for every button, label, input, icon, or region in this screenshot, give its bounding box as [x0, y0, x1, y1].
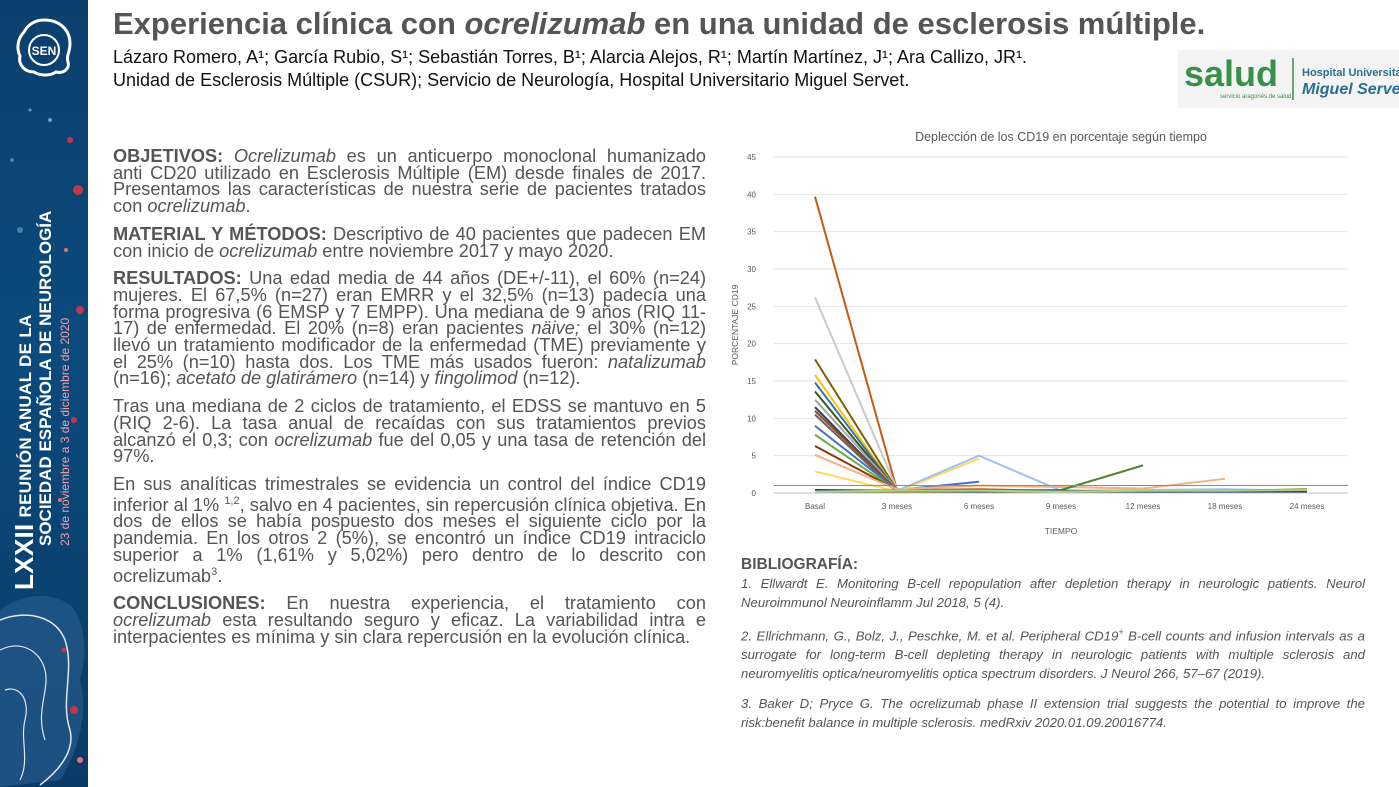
title-part: en una unidad de esclerosis múltiple.: [645, 6, 1206, 41]
text-run: fingolimod: [434, 368, 518, 389]
text-run: es un anticuerpo monoclonal humanizado a…: [113, 146, 706, 217]
text-run: el 30% (n=12) llevó un tratamiento modif…: [113, 318, 706, 372]
y-tick-label: 40: [747, 190, 756, 199]
text-run: natalizumab: [607, 351, 706, 372]
section-objetivos: OBJETIVOS: Ocrelizumab es un anticuerpo …: [113, 146, 706, 217]
salud-hospital-logo: salud servicio aragonés de salud Hospita…: [1178, 50, 1399, 108]
text-run: esta resultando seguro y eficaz. La vari…: [113, 610, 706, 647]
affiliation: Unidad de Esclerosis Múltiple (CSUR); Se…: [113, 70, 910, 90]
citation-sup: 3: [211, 565, 218, 578]
x-tick-label: 18 meses: [1208, 502, 1243, 511]
brain-illustration: [0, 595, 85, 787]
citation-sup: 1,2: [224, 494, 240, 507]
congress-dates: 23 de noviembre a 3 de diciembre de 2020: [58, 317, 72, 546]
cd19-line-chart: Deplección de los CD19 en porcentaje seg…: [730, 130, 1348, 536]
salud-brand: salud: [1184, 53, 1278, 94]
sen-logo-text: SEN: [32, 44, 57, 58]
text-run: ocrelizumab: [274, 429, 373, 450]
text-run: ocrelizumab: [147, 196, 246, 217]
bibliography: BIBLIOGRAFÍA: 1. Ellwardt E. Monitoring …: [741, 555, 1365, 743]
series-line-13: [814, 453, 1226, 491]
section-heading: RESULTADOS:: [113, 268, 242, 289]
text-run: (n=12).: [517, 368, 581, 389]
hospital-line2: Miguel Servet: [1302, 81, 1399, 98]
x-axis-label: TIEMPO: [1045, 526, 1078, 536]
congress-line1: REUNIÓN ANUAL DE LA: [16, 314, 35, 518]
x-tick-label: 6 meses: [964, 502, 994, 511]
authors: Lázaro Romero, A¹; García Rubio, S¹; Seb…: [113, 47, 1027, 67]
chart-title: Deplección de los CD19 en porcentaje seg…: [915, 130, 1207, 144]
text-run: ocrelizumab: [219, 240, 318, 261]
y-tick-label: 45: [747, 153, 756, 162]
series-line-19: [814, 489, 1308, 493]
text-run: .: [217, 565, 223, 586]
y-tick-label: 15: [747, 377, 756, 386]
x-tick-label: Basal: [805, 502, 825, 511]
text-run: näive;: [531, 318, 580, 339]
section-heading: MATERIAL Y MÉTODOS:: [113, 223, 327, 244]
y-tick-label: 25: [747, 302, 756, 311]
x-tick-label: 9 meses: [1046, 502, 1076, 511]
text-run: En nuestra experiencia, el tratamiento c…: [265, 593, 706, 614]
text-run: entre noviembre 2017 y mayo 2020.: [317, 240, 614, 261]
results-cd19: En sus analíticas trimestrales se eviden…: [113, 473, 706, 586]
text-run: Una edad media de 44 años (DE+/-11), el …: [113, 268, 706, 339]
y-axis-label: PORCENTAJE CD19: [730, 284, 740, 365]
section-conclusiones: CONCLUSIONES: En nuestra experiencia, el…: [113, 593, 706, 647]
series-line-11: [814, 433, 898, 492]
sen-logo: SEN: [16, 18, 72, 77]
x-tick-label: 24 meses: [1290, 502, 1325, 511]
section-heading: CONCLUSIONES:: [113, 593, 266, 614]
abstract-body: OBJETIVOS: Ocrelizumab es un anticuerpo …: [113, 146, 706, 656]
congress-sidebar: SEN LXXII REUNIÓN ANUAL DE LA SOCIEDAD ES…: [0, 0, 88, 787]
y-tick-label: 0: [752, 489, 757, 498]
series-line-8: [814, 410, 898, 491]
series-line-2: [814, 358, 898, 491]
y-tick-label: 10: [747, 414, 756, 423]
reference-3: 3. Baker D; Pryce G. The ocrelizumab pha…: [741, 696, 1365, 731]
bibliography-heading: BIBLIOGRAFÍA:: [741, 556, 859, 573]
salud-subtitle: servicio aragonés de salud: [1220, 94, 1291, 100]
text-run: , salvo en 4 pacientes, sin repercusión …: [113, 494, 706, 586]
section-resultados: RESULTADOS: Una edad media de 44 años (D…: [113, 268, 706, 389]
poster-title: Experiencia clínica con ocrelizumab en u…: [113, 6, 1205, 42]
x-tick-label: 3 meses: [882, 502, 912, 511]
series-line-1: [814, 296, 898, 490]
text-run: Tras una mediana de 2 ciclos de tratamie…: [113, 396, 706, 450]
text-run: Descriptivo de 40 pacientes que padecen …: [113, 223, 706, 261]
text-run: B-cell counts and infusion intervals as …: [741, 628, 1365, 682]
congress-line2: SOCIEDAD ESPAÑOLA DE NEUROLOGÍA: [36, 210, 55, 546]
section-metodos: MATERIAL Y MÉTODOS: Descriptivo de 40 pa…: [113, 223, 706, 261]
y-tick-label: 30: [747, 265, 756, 274]
title-drug: ocrelizumab: [464, 6, 646, 41]
y-tick-label: 35: [747, 228, 756, 237]
text-run: fue del 0,05 y una tasa de retención del…: [113, 429, 706, 467]
text-run: (n=16);: [113, 368, 177, 389]
decorative-dots: [10, 108, 84, 502]
text-run: ocrelizumab: [113, 610, 212, 630]
x-tick-label: 12 meses: [1126, 502, 1161, 511]
text-run: 2. Ellrichmann, G., Bolz, J., Peschke, M…: [741, 628, 1119, 644]
series-line-6: [814, 398, 898, 491]
text-run: (n=14) y: [357, 368, 435, 389]
y-tick-label: 5: [752, 452, 757, 461]
congress-edition: LXXII: [9, 523, 39, 590]
text-run: Ocrelizumab: [233, 146, 336, 166]
text-run: .: [245, 196, 251, 217]
results-edss: Tras una mediana de 2 ciclos de tratamie…: [113, 396, 706, 467]
text-run: +: [1118, 627, 1124, 637]
hospital-line1: Hospital Universitario: [1302, 67, 1399, 79]
section-heading: OBJETIVOS:: [113, 146, 224, 166]
reference-2: 2. Ellrichmann, G., Bolz, J., Peschke, M…: [741, 623, 1365, 683]
y-tick-label: 20: [747, 340, 756, 349]
reference-1: 1. Ellwardt E. Monitoring B-cell repopul…: [741, 576, 1365, 610]
text-run: En sus analíticas trimestrales se eviden…: [113, 473, 706, 515]
title-part: Experiencia clínica con: [113, 6, 465, 41]
text-run: acetato de glatirámero: [176, 368, 358, 389]
